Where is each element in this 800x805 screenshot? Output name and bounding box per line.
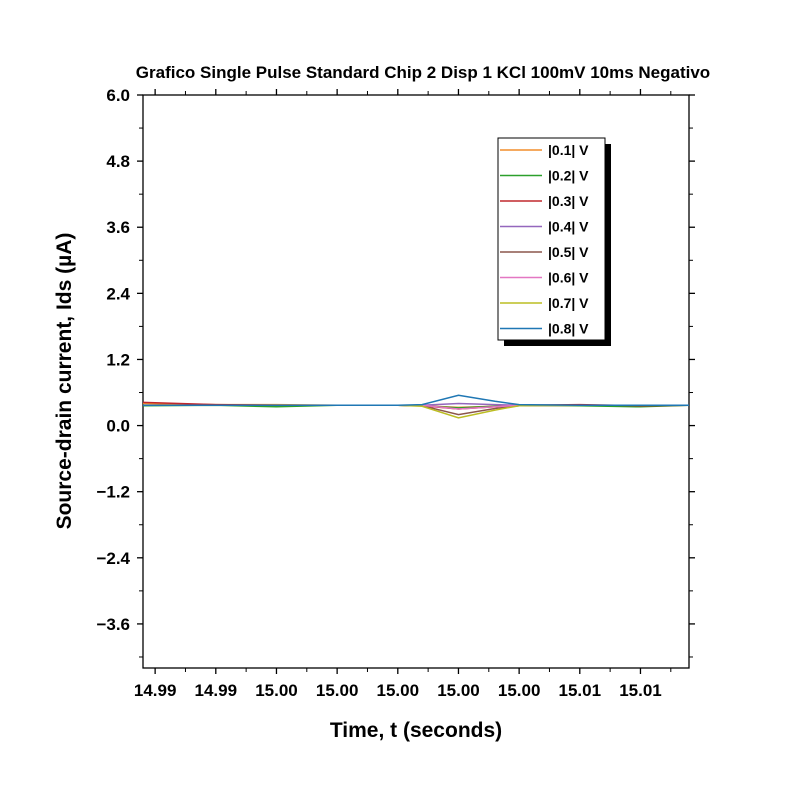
legend-label: |0.6| V (548, 270, 589, 286)
y-tick-label: 3.6 (106, 218, 130, 237)
x-tick-label: 15.00 (498, 681, 541, 700)
legend-label: |0.1| V (548, 142, 589, 158)
legend-label: |0.8| V (548, 321, 589, 337)
x-axis-label: Time, t (seconds) (330, 719, 502, 742)
y-axis-ticks: 6.0 4.8 3.6 2.4 1.2 0.0 −1.2 −2.4 −3.6 (96, 86, 695, 658)
series-lines (142, 394, 690, 419)
y-tick-label: 2.4 (106, 284, 130, 303)
series-line-8 (143, 394, 689, 406)
legend-label: |0.4| V (548, 219, 589, 235)
x-tick-label: 15.01 (619, 681, 662, 700)
plot-frame (142, 94, 690, 669)
y-tick-label: −2.4 (96, 549, 130, 568)
legend-box (497, 137, 606, 341)
x-tick-label: 14.99 (195, 681, 238, 700)
y-tick-label: −1.2 (96, 483, 130, 502)
x-tick-label: 15.00 (316, 681, 359, 700)
x-tick-label: 15.01 (559, 681, 602, 700)
y-tick-label: 4.8 (106, 152, 130, 171)
y-tick-label: 6.0 (106, 86, 130, 105)
legend: |0.1| V |0.2| V |0.3| V |0.4| V |0.5| V |0.6|… (497, 137, 611, 346)
legend-label: |0.5| V (548, 244, 589, 260)
legend-label: |0.3| V (548, 193, 589, 209)
y-axis-label: Source-drain current, Ids (µA) (53, 233, 76, 530)
x-tick-label: 15.00 (255, 681, 298, 700)
series-line-7 (143, 404, 689, 419)
x-tick-label: 15.00 (437, 681, 480, 700)
y-tick-label: 1.2 (106, 350, 130, 369)
y-tick-label: −3.6 (96, 615, 130, 634)
x-tick-label: 15.00 (377, 681, 420, 700)
chart-title: Grafico Single Pulse Standard Chip 2 Dis… (136, 63, 710, 82)
x-tick-label: 14.99 (134, 681, 177, 700)
legend-label: |0.7| V (548, 295, 589, 311)
y-tick-label: 0.0 (106, 417, 130, 436)
legend-label: |0.2| V (548, 168, 589, 184)
x-axis-ticks: 14.99 14.99 15.00 15.00 15.00 15.00 15.00 15.01… (134, 89, 672, 700)
